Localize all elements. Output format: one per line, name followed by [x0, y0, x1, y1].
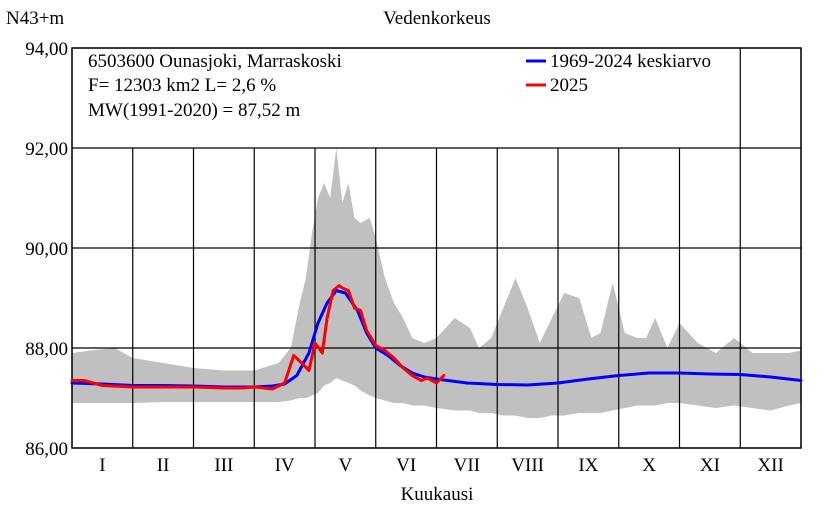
y-tick-label: 86,00 — [25, 439, 68, 460]
catchment-area: F= 12303 km2 L= 2,6 % — [88, 75, 276, 96]
legend-label-current: 2025 — [550, 75, 588, 96]
chart-title: Vedenkorkeus — [383, 8, 491, 29]
y-tick-label: 94,00 — [25, 39, 68, 60]
x-axis-month-labels: I II III IV V VI VII VIII IX X XI XII — [99, 455, 784, 476]
month-label: I — [99, 455, 105, 476]
month-label: XII — [757, 455, 783, 476]
y-tick-label: 92,00 — [25, 139, 68, 160]
month-label: VII — [454, 455, 480, 476]
plot-frame — [71, 47, 802, 449]
mean-water-level: MW(1991-2020) = 87,52 m — [88, 100, 301, 121]
legend: 1969-2024 keskiarvo 2025 — [526, 51, 711, 96]
month-label: VI — [396, 455, 416, 476]
month-label: IV — [275, 455, 295, 476]
series-lines — [70, 284, 803, 391]
month-label: VIII — [511, 455, 544, 476]
legend-label-mean: 1969-2024 keskiarvo — [550, 51, 711, 72]
month-label: III — [214, 455, 233, 476]
month-label: X — [642, 455, 656, 476]
month-label: XI — [700, 455, 720, 476]
y-axis-unit-label: N43+m — [6, 8, 64, 29]
grid — [71, 47, 802, 449]
station-info: 6503600 Ounasjoki, Marraskoski F= 12303 … — [88, 51, 342, 121]
series-line-current — [70, 284, 446, 391]
y-tick-label: 88,00 — [25, 339, 68, 360]
y-tick-label: 90,00 — [25, 239, 68, 260]
station-name: 6503600 Ounasjoki, Marraskoski — [88, 51, 342, 72]
month-label: II — [157, 455, 170, 476]
month-label: V — [339, 455, 353, 476]
x-axis-label: Kuukausi — [401, 484, 474, 505]
month-label: IX — [578, 455, 598, 476]
y-axis-ticks: 86,00 88,00 90,00 92,00 94,00 — [25, 39, 68, 460]
